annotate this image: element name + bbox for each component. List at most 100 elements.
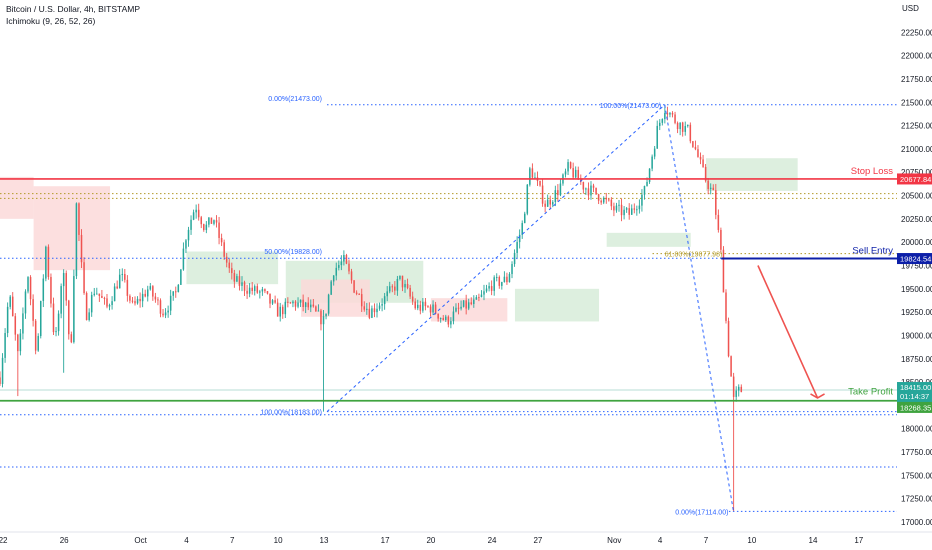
y-tick-label: 22250.00 (901, 28, 932, 37)
currency-label: USD (902, 4, 919, 13)
candle-body (108, 304, 111, 307)
candle-body (702, 159, 704, 167)
candle-body (531, 168, 534, 178)
candle-body (495, 277, 498, 279)
level-lines (0, 193, 897, 468)
candle-body (434, 304, 437, 314)
candle-body (368, 308, 371, 318)
candle-body (717, 214, 720, 230)
candle-body (656, 125, 658, 149)
candle-body (684, 126, 687, 132)
indicator-title[interactable]: Ichimoku (9, 26, 52, 26) (6, 16, 96, 26)
candle-body (126, 279, 129, 296)
y-tick-label: 20750.00 (901, 168, 932, 177)
candle-body (493, 277, 495, 291)
candle-body (386, 291, 388, 297)
x-tick-label: 22 (0, 536, 8, 545)
candle-body (259, 291, 261, 293)
candle-body (37, 336, 39, 351)
candle-body (68, 300, 70, 335)
candle-body (503, 276, 506, 283)
candle-body (205, 224, 208, 231)
candle-body (396, 278, 399, 291)
candle-body (740, 386, 743, 393)
candle-body (152, 286, 154, 297)
candle-body (34, 320, 37, 351)
candle-body (709, 187, 712, 190)
candle-body (233, 273, 236, 282)
candle-body (124, 273, 126, 280)
candle-body (735, 390, 737, 397)
candle-body (103, 297, 106, 299)
candle-body (90, 294, 93, 313)
candle-body (19, 333, 22, 352)
take-profit-label: Take Profit (848, 387, 893, 398)
candle-body (98, 293, 101, 296)
candle-body (371, 308, 373, 318)
candle-body (462, 300, 465, 307)
candle-body (169, 295, 172, 311)
candle-body (523, 213, 526, 224)
candle-body (600, 200, 602, 203)
candle-body (73, 276, 75, 343)
y-tick-label: 21250.00 (901, 122, 932, 131)
x-tick-label: 7 (704, 536, 709, 545)
x-tick-label: 26 (60, 536, 69, 545)
candle-body (274, 300, 276, 303)
candle-body (304, 302, 307, 307)
candle-body (322, 316, 325, 325)
candle-body (157, 299, 159, 301)
candle-body (676, 122, 679, 130)
candle-body (256, 286, 259, 293)
time-axis: 22 26 Oct 4 7 10 13 17 20 24 27 Nov 4 7 10 14 17 (0, 531, 932, 545)
sell-arrow (757, 265, 819, 399)
candle-body (154, 296, 157, 300)
candle-body (302, 299, 304, 307)
candle-body (27, 277, 29, 292)
candle-body (203, 224, 205, 231)
fib-label-top-left: 0.00%(21473.00) (268, 96, 322, 103)
candle-body (715, 190, 717, 215)
candle-body (722, 249, 725, 293)
candle-body (284, 301, 287, 315)
candle-body (299, 299, 302, 303)
candle-body (521, 223, 523, 235)
x-tick-label: 20 (426, 536, 435, 545)
candle-body (39, 301, 42, 337)
candle-body (490, 286, 493, 291)
candle-body (93, 293, 96, 295)
candle-body (287, 301, 289, 303)
candle-body (225, 256, 228, 263)
candle-body (511, 264, 513, 275)
candle-body (429, 306, 432, 313)
candle-body (192, 212, 195, 220)
candle-body (391, 286, 394, 288)
cloud-segment (514, 288, 600, 322)
candle-body (281, 306, 284, 315)
candle-body (419, 304, 422, 311)
candle-body (518, 234, 521, 243)
candle-body (618, 204, 620, 206)
candle-body (666, 113, 669, 115)
candle-body (732, 376, 735, 397)
symbol-title[interactable]: Bitcoin / U.S. Dollar, 4h, BITSTAMP (6, 4, 140, 14)
candle-body (707, 180, 709, 190)
y-tick-label: 20250.00 (901, 215, 932, 224)
current-price-tag-bg (897, 382, 932, 403)
candle-body (231, 268, 233, 274)
candle-body (220, 237, 223, 243)
x-tick-label: 24 (488, 536, 497, 545)
candle-body (465, 300, 467, 309)
candle-body (236, 276, 238, 282)
candle-body (592, 185, 595, 188)
candle-body (452, 311, 455, 322)
cloud-segment (301, 279, 370, 317)
candle-body (190, 219, 192, 230)
candle-body (246, 290, 248, 294)
candle-body (664, 113, 666, 120)
candle-body (567, 162, 569, 172)
candle-body (636, 209, 638, 211)
candle-body (564, 171, 567, 175)
x-tick-label: Nov (607, 536, 621, 545)
